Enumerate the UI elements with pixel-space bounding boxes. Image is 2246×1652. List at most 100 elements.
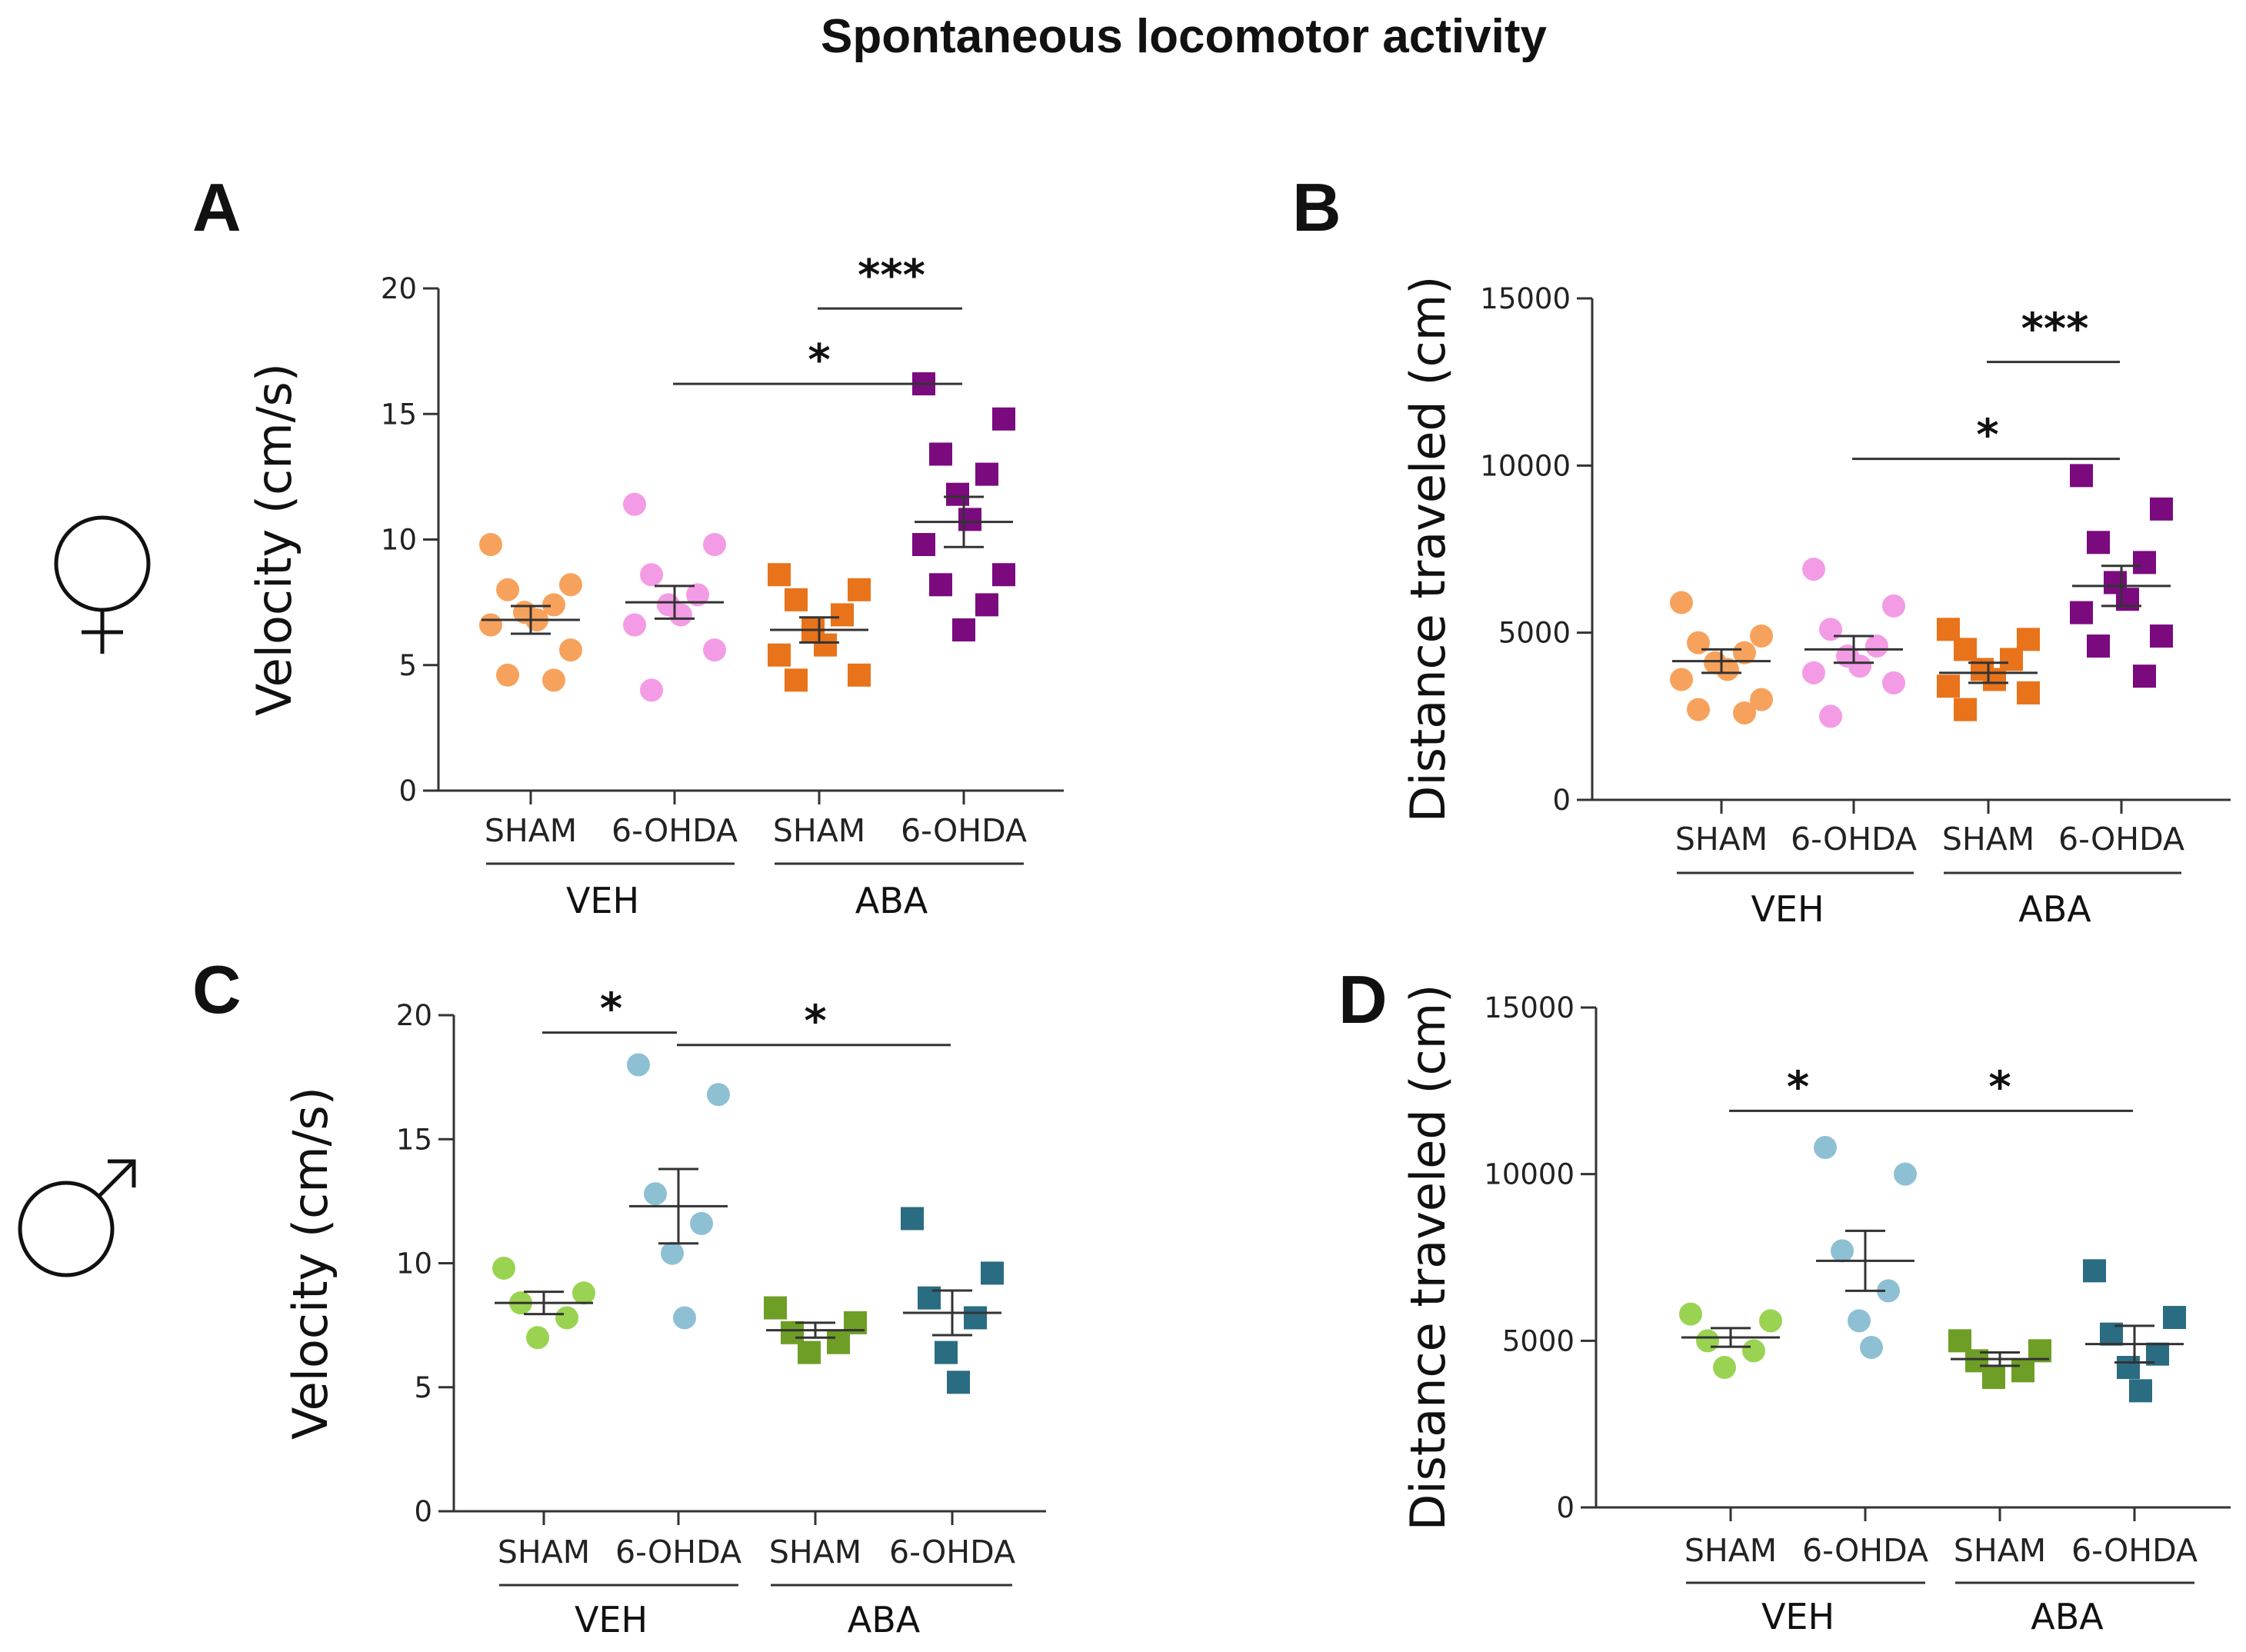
data-point xyxy=(975,462,998,486)
data-point xyxy=(640,678,663,702)
data-point xyxy=(848,578,871,601)
data-point xyxy=(785,588,808,611)
category-label: 6-OHDA xyxy=(2071,1532,2198,1569)
data-point xyxy=(1733,701,1756,724)
category-label: SHAM xyxy=(769,1534,861,1570)
data-point xyxy=(2150,624,2173,648)
significance-label: * xyxy=(808,335,830,385)
series-aba-6-ohda xyxy=(912,372,1015,642)
data-point xyxy=(764,1296,787,1320)
data-point xyxy=(2000,648,2023,671)
data-point xyxy=(831,603,854,627)
data-point xyxy=(542,668,565,692)
data-point xyxy=(1860,1336,1883,1359)
data-point xyxy=(707,1083,730,1107)
data-point xyxy=(1882,671,1905,694)
significance-label: *** xyxy=(2021,305,2089,355)
data-point xyxy=(640,563,663,587)
data-point xyxy=(673,1306,696,1330)
data-point xyxy=(572,1281,595,1305)
y-tick-label: 5 xyxy=(398,649,417,682)
series-aba-6-ohda xyxy=(2070,464,2173,688)
data-point xyxy=(661,1241,684,1265)
data-point xyxy=(1750,688,1773,711)
y-axis-title: Distance traveled (cm) xyxy=(1400,276,1456,823)
series-aba-sham xyxy=(1937,618,2040,721)
series-veh-sham xyxy=(1679,1302,1782,1379)
data-point xyxy=(1713,1356,1736,1379)
category-label: 6-OHDA xyxy=(889,1534,1015,1570)
y-axis-title: Velocity (cm/s) xyxy=(246,363,302,716)
data-point xyxy=(1948,1329,1971,1353)
data-point xyxy=(785,668,808,692)
data-point xyxy=(975,593,998,617)
data-point xyxy=(559,573,582,597)
data-point xyxy=(496,663,519,687)
y-axis-title: Distance traveled (cm) xyxy=(1400,984,1456,1531)
data-point xyxy=(827,1331,850,1354)
panel-a: A Velocity (cm/s) 0 5 10 15 20 SHAM 6-OHDA SHAM 6-… xyxy=(192,169,1064,921)
data-point xyxy=(2163,1306,2186,1329)
data-point xyxy=(929,573,952,597)
category-label: 6-OHDA xyxy=(1802,1532,1928,1569)
data-point xyxy=(2017,628,2040,651)
data-point xyxy=(1742,1339,1765,1363)
data-point xyxy=(492,1256,515,1280)
significance-label: * xyxy=(804,997,826,1047)
y-tick-label: 20 xyxy=(396,999,432,1032)
series-veh-sham xyxy=(492,1256,595,1350)
y-tick-label: 5 xyxy=(414,1371,432,1404)
data-point xyxy=(2070,464,2093,488)
figure-title: Spontaneous locomotor activity xyxy=(821,10,1547,63)
data-point xyxy=(2117,1356,2140,1379)
group-label: ABA xyxy=(848,1599,921,1640)
data-point xyxy=(935,1341,958,1364)
data-point xyxy=(1819,704,1842,728)
category-label: 6-OHDA xyxy=(615,1534,741,1570)
category-label: 6-OHDA xyxy=(1791,821,1917,858)
female-symbol xyxy=(54,515,151,654)
data-point xyxy=(901,1207,924,1231)
data-point xyxy=(1802,558,1825,581)
series-veh-6-ohda xyxy=(627,1053,730,1330)
significance-label: * xyxy=(600,984,622,1034)
data-point xyxy=(1954,698,1977,721)
group-label: VEH xyxy=(566,880,639,921)
category-label: SHAM xyxy=(498,1534,590,1570)
data-point xyxy=(1819,618,1842,641)
y-tick-label: 10 xyxy=(396,1247,432,1281)
y-tick-label: 20 xyxy=(381,272,417,305)
y-tick-label: 15000 xyxy=(1484,991,1575,1024)
data-point xyxy=(1670,591,1693,615)
data-point xyxy=(2087,634,2110,658)
data-point xyxy=(703,638,726,662)
data-point xyxy=(627,1053,650,1077)
data-point xyxy=(1670,668,1693,691)
y-tick-label: 15 xyxy=(396,1123,432,1156)
significance-label: * xyxy=(1988,1062,2011,1112)
data-point xyxy=(2017,681,2040,704)
data-point xyxy=(479,613,502,637)
data-point xyxy=(958,508,981,531)
data-point xyxy=(479,533,502,557)
data-point xyxy=(1759,1309,1782,1333)
data-point xyxy=(768,563,791,587)
category-label: SHAM xyxy=(1954,1532,2046,1569)
data-point xyxy=(623,492,646,516)
data-point xyxy=(2083,1259,2106,1283)
category-label: SHAM xyxy=(773,812,865,849)
data-point xyxy=(542,593,565,617)
y-tick-label: 5000 xyxy=(1502,1324,1575,1357)
data-point xyxy=(703,533,726,557)
data-point xyxy=(526,1326,549,1350)
y-tick-label: 5000 xyxy=(1498,617,1571,650)
data-point xyxy=(2011,1359,2034,1383)
data-point xyxy=(848,663,871,687)
data-point xyxy=(798,1341,821,1364)
data-point xyxy=(1865,634,1888,658)
group-label: ABA xyxy=(855,880,928,921)
data-point xyxy=(1983,668,2006,691)
category-label: SHAM xyxy=(485,812,577,849)
panel-c: C Velocity (cm/s) 0 5 10 15 20 SHAM 6-OHDA SHAM 6-… xyxy=(192,951,1046,1640)
